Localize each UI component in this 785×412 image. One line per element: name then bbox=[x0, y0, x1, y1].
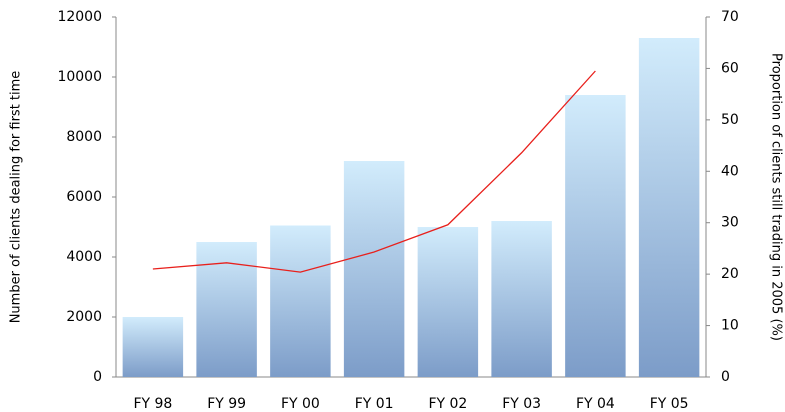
x-tick-label: FY 05 bbox=[650, 396, 689, 412]
bar bbox=[417, 227, 479, 377]
y2-tick-label: 0 bbox=[721, 369, 730, 385]
y-tick-label: 6000 bbox=[66, 189, 102, 205]
bar bbox=[638, 38, 700, 377]
y-tick-label: 0 bbox=[93, 369, 102, 385]
x-tick-label: FY 03 bbox=[502, 396, 541, 412]
y2-axis-title: Proportion of clients still trading in 2… bbox=[769, 53, 784, 341]
x-tick-label: FY 04 bbox=[576, 396, 615, 412]
line bbox=[152, 70, 596, 273]
x-tick-label: FY 99 bbox=[207, 396, 246, 412]
x-tick-label: FY 00 bbox=[281, 396, 320, 412]
y2-tick-label: 60 bbox=[721, 60, 739, 76]
y-tick-label: 2000 bbox=[66, 309, 102, 325]
x-tick-label: FY 01 bbox=[355, 396, 394, 412]
bar bbox=[343, 161, 405, 377]
y2-tick-label: 70 bbox=[721, 9, 739, 25]
y-tick-label: 12000 bbox=[57, 9, 102, 25]
bar bbox=[565, 95, 626, 377]
bar bbox=[122, 317, 184, 377]
y-axis-title: Number of clients dealing for first time bbox=[9, 71, 24, 324]
bar bbox=[270, 225, 331, 377]
y2-tick-label: 20 bbox=[721, 266, 739, 282]
y2-tick-label: 50 bbox=[721, 112, 739, 128]
bar bbox=[491, 221, 552, 377]
y2-tick-label: 10 bbox=[721, 318, 739, 334]
y2-tick-label: 30 bbox=[721, 215, 739, 231]
y2-tick-label: 40 bbox=[721, 163, 739, 179]
y-tick-label: 4000 bbox=[66, 249, 102, 265]
y-tick-label: 8000 bbox=[66, 129, 102, 145]
x-tick-label: FY 98 bbox=[133, 396, 172, 412]
y-tick-label: 10000 bbox=[57, 69, 102, 85]
x-tick-label: FY 02 bbox=[428, 396, 467, 412]
